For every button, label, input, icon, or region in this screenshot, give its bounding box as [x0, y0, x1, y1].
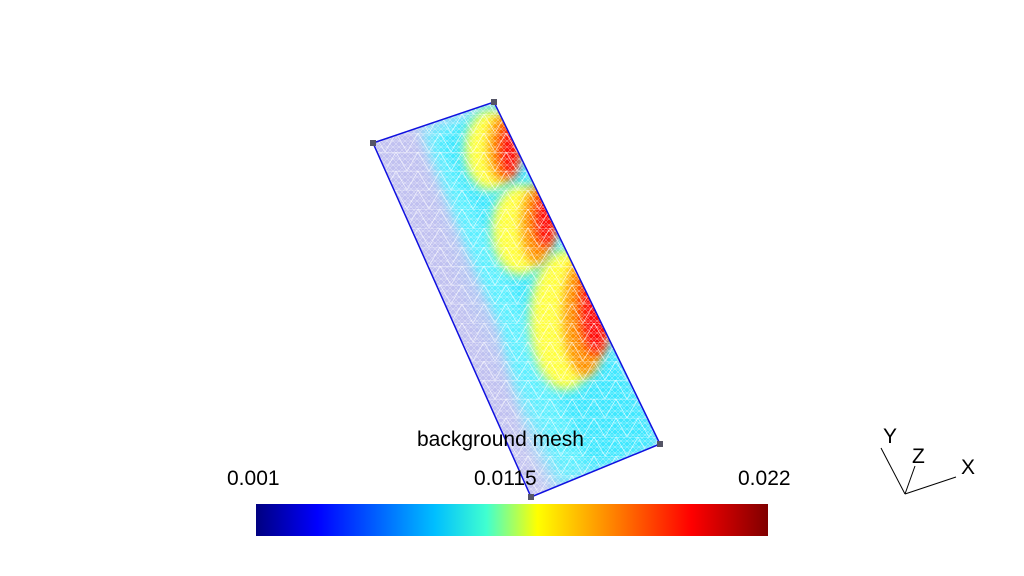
vertex-marker — [370, 140, 376, 146]
axes-triad — [880, 447, 957, 495]
vertex-marker — [657, 441, 663, 447]
colorbar-min-label: 0.001 — [227, 467, 280, 490]
vertex-marker — [528, 494, 534, 500]
colorbar — [256, 504, 768, 536]
colorbar-max-label: 0.022 — [738, 467, 791, 490]
axis-x-label: X — [961, 456, 976, 479]
x-axis-line — [904, 476, 957, 495]
y-axis-line — [880, 447, 906, 495]
colorbar-mid-label: 0.0115 — [474, 467, 537, 490]
axis-z-label: Z — [912, 445, 925, 468]
axis-y-label: Y — [883, 425, 898, 448]
colorbar-title: background mesh — [417, 428, 584, 451]
vertex-marker — [491, 99, 497, 105]
z-axis-line — [904, 465, 916, 495]
